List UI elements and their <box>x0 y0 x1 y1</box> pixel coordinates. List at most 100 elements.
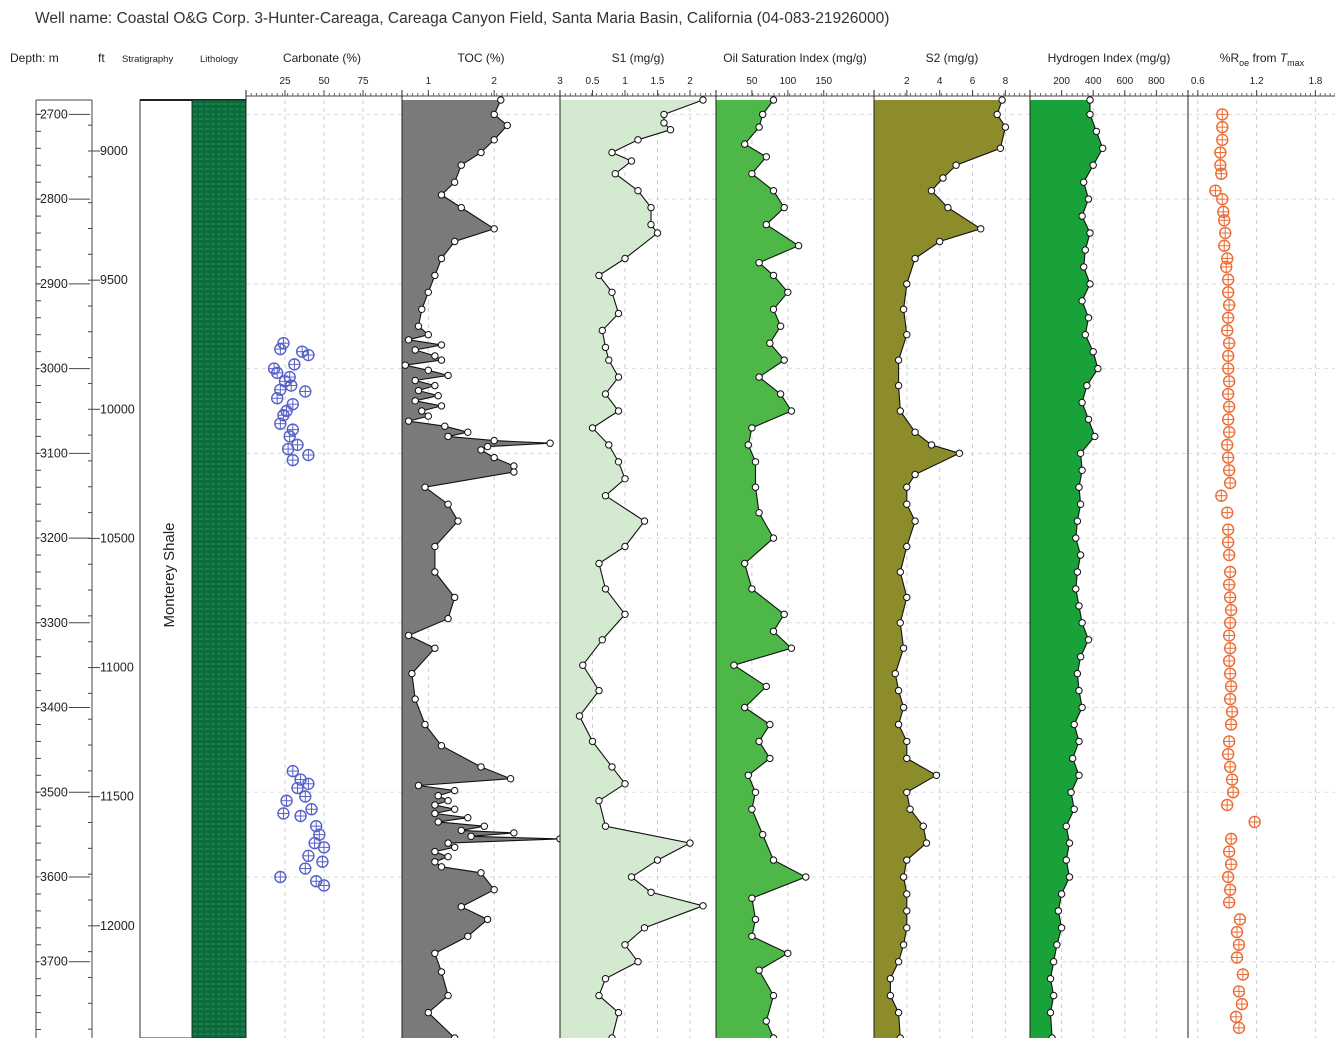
data-point-toc <box>431 271 439 280</box>
data-point-osi <box>780 610 788 618</box>
data-point-roe <box>1230 951 1244 964</box>
data-point-toc <box>444 371 452 380</box>
data-point-carbonate <box>281 442 295 456</box>
data-point-s1 <box>614 373 623 381</box>
data-point-toc <box>431 949 439 957</box>
data-point-s2 <box>899 644 908 652</box>
data-point-carbonate <box>299 385 312 398</box>
data-point-roe <box>1221 870 1235 884</box>
depth-m-tick-label: 3600 <box>40 870 68 884</box>
data-point-toc <box>444 991 452 1000</box>
data-point-s1 <box>595 686 603 695</box>
data-point-carbonate <box>277 807 290 820</box>
data-point-carbonate <box>305 803 318 816</box>
data-point-osi <box>755 259 763 267</box>
data-point-s2 <box>996 144 1005 153</box>
data-point-toc <box>414 781 423 790</box>
data-point-roe <box>1215 489 1228 502</box>
data-point-toc <box>546 439 554 447</box>
data-point-roe <box>1236 968 1250 981</box>
track-tick-label: 1 <box>426 76 432 87</box>
data-point-toc <box>451 178 459 186</box>
data-point-toc <box>451 843 459 851</box>
data-point-osi <box>776 322 785 330</box>
data-point-s1 <box>601 585 610 593</box>
data-point-roe <box>1221 523 1235 536</box>
track-tick-label: 1.8 <box>1308 76 1322 87</box>
track-tick-label: 50 <box>746 76 758 87</box>
data-point-toc <box>424 1008 432 1017</box>
data-point-roe <box>1220 506 1234 519</box>
data-point-toc <box>451 786 459 795</box>
data-point-osi <box>769 991 778 1000</box>
data-point-s2 <box>944 203 952 212</box>
track-tick-label: 100 <box>779 76 796 87</box>
data-point-s1 <box>653 229 662 237</box>
data-point-osi <box>787 644 796 652</box>
data-point-carbonate <box>299 790 312 803</box>
data-point-hi <box>1075 602 1083 610</box>
data-point-roe <box>1232 938 1246 951</box>
data-point-hi <box>1057 924 1066 932</box>
data-point-osi <box>776 390 785 398</box>
data-point-toc <box>434 818 442 826</box>
data-point-toc <box>490 453 498 462</box>
data-point-hi <box>1089 348 1097 356</box>
data-point-osi <box>748 424 756 432</box>
data-point-toc <box>464 428 472 436</box>
data-point-carbonate <box>302 448 315 462</box>
data-point-carbonate <box>283 430 296 443</box>
data-point-s1 <box>647 220 655 229</box>
depth-m-tick-label: 2700 <box>40 107 68 121</box>
data-point-toc <box>437 254 446 263</box>
depth-ft-tick-label: 12000 <box>100 919 135 933</box>
data-point-osi <box>762 682 770 691</box>
data-point-hi <box>1050 958 1058 966</box>
data-point-s1 <box>660 110 668 119</box>
data-point-s1 <box>608 288 616 296</box>
data-point-toc <box>444 614 452 623</box>
track-title-s1: S1 (mg/g) <box>612 51 665 65</box>
data-point-hi <box>1076 449 1085 457</box>
data-point-roe <box>1221 273 1235 286</box>
data-point-toc <box>434 392 442 400</box>
data-point-roe <box>1221 413 1235 426</box>
data-point-hi <box>1078 466 1086 474</box>
track-roe: %Roe from Tmax 0.6 1.2 1.8 <box>1187 51 1335 1038</box>
data-point-toc <box>457 903 465 911</box>
data-point-toc <box>411 346 419 354</box>
data-point-osi <box>741 140 749 148</box>
data-point-roe <box>1221 311 1235 324</box>
data-point-roe <box>1219 226 1232 240</box>
data-point-roe <box>1216 120 1229 134</box>
data-point-roe <box>1220 798 1234 812</box>
track-area-s2 <box>874 100 1006 1038</box>
track-tick-label: 800 <box>1148 76 1165 87</box>
data-point-osi <box>762 1017 770 1025</box>
data-point-s2 <box>896 619 904 627</box>
data-point-osi <box>741 703 749 712</box>
data-point-hi <box>1065 873 1074 881</box>
data-point-roe <box>1225 705 1239 718</box>
track-tick-label: 0.5 <box>586 76 600 87</box>
track-title-roe: %Roe from Tmax <box>1220 51 1305 68</box>
data-point-hi <box>1075 686 1083 695</box>
track-tick-label: 1.5 <box>651 76 665 87</box>
data-point-toc <box>424 331 432 339</box>
data-point-toc <box>510 468 518 476</box>
track-tick-label: 25 <box>279 76 291 87</box>
data-point-carbonate <box>286 397 299 411</box>
data-point-roe <box>1226 786 1240 799</box>
data-point-s1 <box>579 661 587 669</box>
data-point-s1 <box>699 902 707 910</box>
data-point-roe <box>1222 629 1236 642</box>
data-point-osi <box>748 170 756 178</box>
track-tick-label: 1.2 <box>1250 76 1264 87</box>
data-point-toc <box>503 121 511 130</box>
data-point-osi <box>769 856 778 864</box>
data-point-roe <box>1221 362 1235 375</box>
data-point-s1 <box>621 780 629 788</box>
data-point-s1 <box>595 991 603 1000</box>
data-point-s1 <box>634 958 642 966</box>
data-point-s2 <box>903 890 911 898</box>
